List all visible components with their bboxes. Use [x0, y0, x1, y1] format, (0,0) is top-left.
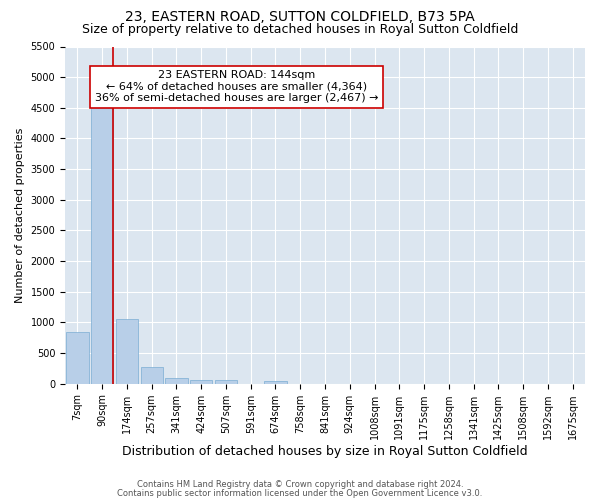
Text: 23, EASTERN ROAD, SUTTON COLDFIELD, B73 5PA: 23, EASTERN ROAD, SUTTON COLDFIELD, B73 … [125, 10, 475, 24]
Y-axis label: Number of detached properties: Number of detached properties [15, 128, 25, 303]
Text: 23 EASTERN ROAD: 144sqm
← 64% of detached houses are smaller (4,364)
36% of semi: 23 EASTERN ROAD: 144sqm ← 64% of detache… [95, 70, 379, 103]
Bar [265, 380, 287, 384]
Bar [116, 320, 138, 384]
X-axis label: Distribution of detached houses by size in Royal Sutton Coldfield: Distribution of detached houses by size … [122, 444, 528, 458]
Bar [66, 332, 89, 384]
Bar [140, 367, 163, 384]
Text: Contains public sector information licensed under the Open Government Licence v3: Contains public sector information licen… [118, 488, 482, 498]
Bar [166, 378, 188, 384]
Bar [91, 96, 113, 384]
Text: Contains HM Land Registry data © Crown copyright and database right 2024.: Contains HM Land Registry data © Crown c… [137, 480, 463, 489]
Bar [215, 380, 237, 384]
Text: Size of property relative to detached houses in Royal Sutton Coldfield: Size of property relative to detached ho… [82, 22, 518, 36]
Bar [190, 380, 212, 384]
